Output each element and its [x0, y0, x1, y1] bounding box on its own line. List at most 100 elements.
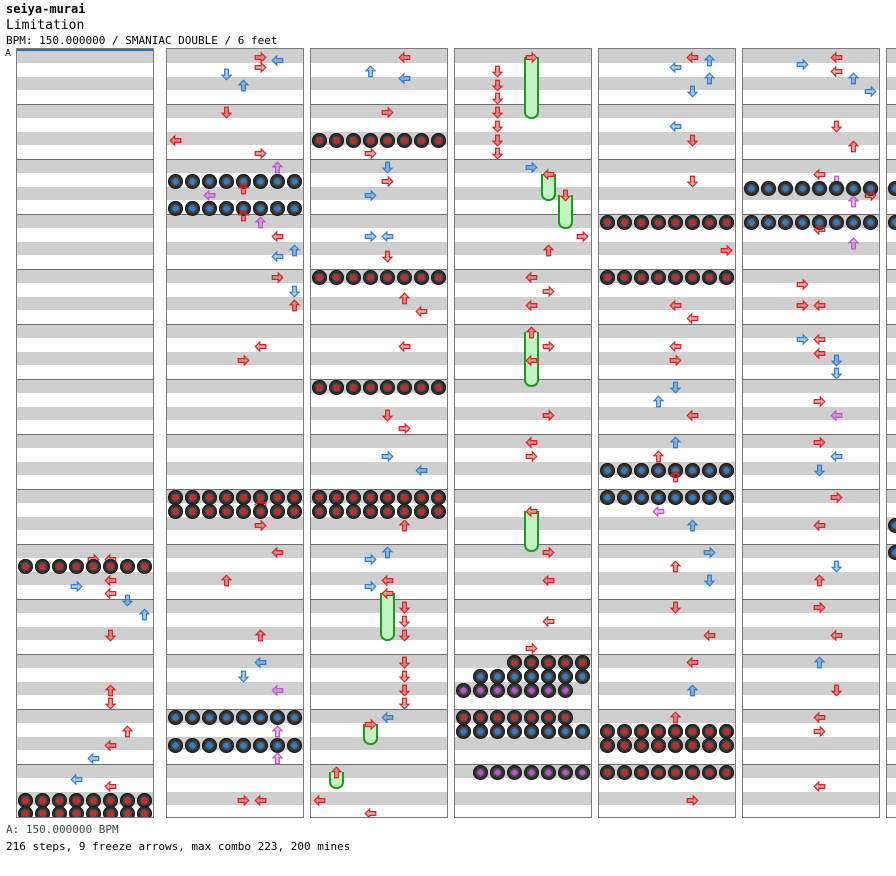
arrow-up-icon[interactable] [270, 724, 285, 739]
arrow-up-icon[interactable] [270, 160, 285, 175]
arrow-up-icon[interactable] [685, 518, 700, 533]
arrow-left-icon[interactable] [380, 573, 395, 588]
note-16th-up[interactable] [845, 235, 862, 252]
arrow-left-icon[interactable] [524, 353, 539, 368]
note-mine[interactable] [506, 764, 523, 781]
arrow-down-icon[interactable] [668, 380, 683, 395]
note-mine[interactable] [599, 737, 616, 754]
mine-note[interactable] [778, 215, 793, 230]
mine-note[interactable] [490, 668, 505, 684]
mine-note[interactable] [719, 462, 734, 478]
mine-note[interactable] [363, 503, 378, 519]
note-16th-left[interactable] [269, 682, 286, 699]
arrow-left-icon[interactable] [270, 53, 285, 68]
arrow-right-icon[interactable] [524, 641, 539, 656]
note-4th-down[interactable] [218, 104, 235, 121]
mine-note[interactable] [651, 462, 666, 478]
note-mine[interactable] [557, 654, 574, 671]
note-mine[interactable] [701, 764, 718, 781]
note-4th-right[interactable] [379, 104, 396, 121]
arrow-down-icon[interactable] [490, 146, 505, 161]
mine-note[interactable] [617, 737, 632, 753]
mine-note[interactable] [541, 723, 556, 739]
mine-note[interactable] [397, 490, 412, 505]
note-mine[interactable] [379, 503, 396, 520]
note-16th-left[interactable] [650, 503, 667, 520]
arrow-left-icon[interactable] [524, 270, 539, 285]
arrow-up-icon[interactable] [541, 243, 556, 258]
note-8th-down[interactable] [379, 159, 396, 176]
note-mine[interactable] [17, 792, 34, 809]
note-mine[interactable] [523, 654, 540, 671]
note-mine[interactable] [472, 723, 489, 740]
note-mine[interactable] [650, 489, 667, 506]
mine-note[interactable] [719, 215, 734, 230]
note-mine[interactable] [311, 489, 328, 506]
note-4th-left[interactable] [523, 352, 540, 369]
mine-note[interactable] [617, 723, 632, 739]
note-4th-up[interactable] [523, 324, 540, 341]
note-4th-right[interactable] [235, 352, 252, 369]
arrow-right-icon[interactable] [524, 160, 539, 175]
arrow-up-icon[interactable] [103, 683, 118, 698]
note-8th-right[interactable] [362, 578, 379, 595]
arrow-down-icon[interactable] [380, 408, 395, 423]
mine-note[interactable] [685, 215, 700, 230]
mine-note[interactable] [202, 503, 217, 519]
arrow-down-icon[interactable] [685, 133, 700, 148]
note-mine[interactable] [235, 503, 252, 520]
mine-note[interactable] [812, 180, 827, 196]
arrow-left-icon[interactable] [685, 408, 700, 423]
arrow-up-icon[interactable] [236, 181, 251, 196]
note-mine[interactable] [102, 558, 119, 575]
mine-note[interactable] [414, 503, 429, 519]
note-4th-left[interactable] [667, 338, 684, 355]
note-4th-left[interactable] [252, 338, 269, 355]
note-4th-left[interactable] [269, 228, 286, 245]
note-4th-left[interactable] [811, 517, 828, 534]
mine-note[interactable] [270, 710, 285, 725]
arrow-up-icon[interactable] [397, 291, 412, 306]
mine-note[interactable] [702, 215, 717, 230]
note-4th-down[interactable] [557, 187, 574, 204]
mine-note[interactable] [541, 668, 556, 684]
arrow-right-icon[interactable] [541, 339, 556, 354]
arrow-left-icon[interactable] [685, 311, 700, 326]
mine-note[interactable] [219, 201, 234, 217]
mine-note[interactable] [600, 737, 615, 753]
note-mine[interactable] [599, 269, 616, 286]
note-mine[interactable] [862, 180, 879, 197]
arrow-right-icon[interactable] [812, 394, 827, 409]
arrow-left-icon[interactable] [397, 71, 412, 86]
mine-note[interactable] [346, 490, 361, 505]
note-mine[interactable] [136, 558, 153, 575]
note-mine[interactable] [489, 682, 506, 699]
note-mine[interactable] [17, 558, 34, 575]
note-4th-up[interactable] [235, 207, 252, 224]
arrow-left-icon[interactable] [829, 64, 844, 79]
arrow-right-icon[interactable] [863, 188, 878, 203]
arrow-up-icon[interactable] [120, 724, 135, 739]
note-8th-right[interactable] [68, 578, 85, 595]
arrow-down-icon[interactable] [103, 628, 118, 643]
arrow-left-icon[interactable] [812, 167, 827, 182]
arrow-right-icon[interactable] [719, 243, 734, 258]
note-4th-left[interactable] [828, 49, 845, 66]
arrow-right-icon[interactable] [541, 408, 556, 423]
note-mine[interactable] [760, 180, 777, 197]
mine-note[interactable] [18, 792, 33, 808]
arrow-down-icon[interactable] [380, 249, 395, 264]
note-4th-left[interactable] [540, 166, 557, 183]
note-8th-left[interactable] [269, 248, 286, 265]
note-8th-right[interactable] [794, 56, 811, 73]
note-4th-left[interactable] [684, 310, 701, 327]
note-4th-left[interactable] [684, 407, 701, 424]
mine-note[interactable] [202, 490, 217, 505]
mine-note[interactable] [202, 710, 217, 725]
note-4th-up[interactable] [235, 180, 252, 197]
note-4th-left[interactable] [379, 585, 396, 602]
mine-note[interactable] [617, 462, 632, 478]
mine-note[interactable] [651, 490, 666, 505]
arrow-left-icon[interactable] [651, 504, 666, 519]
arrow-right-icon[interactable] [702, 545, 717, 560]
